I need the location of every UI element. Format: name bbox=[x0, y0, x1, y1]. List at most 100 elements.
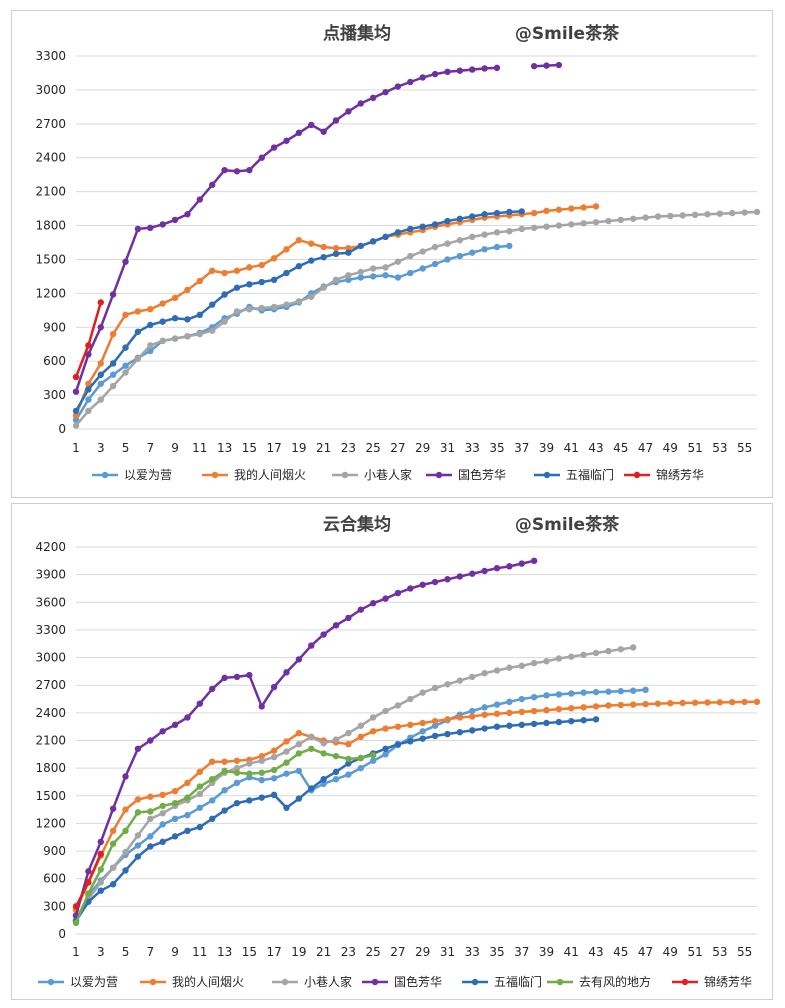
data-point bbox=[357, 606, 364, 613]
data-point bbox=[258, 757, 265, 764]
chart-title: 云合集均 bbox=[323, 514, 391, 535]
data-point bbox=[357, 268, 364, 276]
legend-label: 我的人间烟火 bbox=[234, 467, 306, 482]
x-tick-label: 51 bbox=[687, 441, 702, 455]
data-point bbox=[221, 787, 228, 794]
data-point bbox=[716, 210, 724, 217]
data-point bbox=[209, 685, 216, 693]
data-point bbox=[283, 137, 290, 144]
data-point bbox=[679, 699, 686, 707]
data-point bbox=[134, 809, 142, 816]
data-point bbox=[109, 371, 117, 378]
chart-title: 点播集均 bbox=[323, 23, 391, 44]
data-point bbox=[394, 702, 402, 709]
data-point bbox=[369, 600, 377, 607]
data-point bbox=[580, 704, 587, 711]
data-point bbox=[357, 274, 364, 281]
data-point bbox=[407, 269, 414, 277]
data-point bbox=[691, 699, 699, 706]
data-point bbox=[357, 100, 364, 107]
data-point bbox=[246, 797, 253, 804]
data-point bbox=[518, 208, 525, 215]
x-tick-label: 13 bbox=[217, 441, 232, 455]
data-point bbox=[345, 740, 352, 748]
data-point bbox=[493, 64, 501, 72]
data-point bbox=[369, 94, 377, 102]
data-point bbox=[617, 688, 624, 695]
data-point bbox=[369, 265, 377, 272]
data-point bbox=[419, 728, 426, 735]
data-point bbox=[407, 721, 414, 729]
data-point bbox=[543, 223, 550, 230]
data-point bbox=[345, 760, 352, 767]
y-tick-label: 3000 bbox=[35, 651, 66, 665]
data-point bbox=[382, 707, 389, 715]
data-point bbox=[419, 223, 426, 230]
data-point bbox=[122, 867, 129, 874]
y-tick-label: 300 bbox=[43, 899, 66, 913]
data-point bbox=[72, 416, 80, 424]
legend-label: 五福临门 bbox=[494, 974, 542, 989]
data-point bbox=[691, 211, 699, 219]
data-point bbox=[506, 664, 513, 671]
data-point bbox=[332, 776, 340, 783]
data-point bbox=[592, 218, 600, 226]
data-point bbox=[233, 769, 241, 776]
data-point bbox=[394, 740, 402, 748]
data-point bbox=[605, 217, 612, 225]
data-point bbox=[246, 671, 253, 679]
data-point bbox=[394, 589, 402, 597]
data-point bbox=[171, 833, 179, 840]
data-point bbox=[308, 785, 315, 792]
data-point bbox=[246, 264, 253, 271]
x-tick-label: 39 bbox=[539, 945, 554, 959]
legend-item: 小巷人家 bbox=[332, 467, 412, 482]
data-point bbox=[147, 815, 154, 823]
legend-item: 小巷人家 bbox=[272, 974, 352, 989]
x-tick-label: 51 bbox=[687, 945, 702, 959]
data-point bbox=[283, 759, 290, 766]
data-point bbox=[295, 298, 303, 305]
data-point bbox=[506, 709, 513, 717]
data-point bbox=[134, 745, 142, 752]
x-tick-label: 33 bbox=[465, 945, 480, 959]
data-point bbox=[72, 919, 80, 927]
data-point bbox=[233, 673, 241, 681]
data-point bbox=[270, 144, 278, 151]
data-point bbox=[592, 716, 600, 723]
data-point bbox=[184, 286, 191, 294]
data-point bbox=[493, 667, 501, 674]
x-tick-label: 25 bbox=[366, 945, 381, 959]
x-tick-label: 41 bbox=[564, 945, 579, 959]
data-point bbox=[419, 689, 426, 696]
data-point bbox=[481, 231, 488, 238]
watermark-text: @Smile茶茶 bbox=[515, 23, 620, 44]
data-point bbox=[221, 318, 228, 325]
x-tick-label: 53 bbox=[712, 945, 727, 959]
data-point bbox=[357, 722, 364, 729]
data-point bbox=[85, 386, 92, 393]
data-point bbox=[369, 752, 377, 759]
data-point bbox=[159, 728, 166, 735]
series-1 bbox=[72, 203, 600, 419]
x-tick-label: 31 bbox=[440, 945, 455, 959]
data-point bbox=[258, 776, 265, 784]
data-point bbox=[704, 699, 711, 706]
data-point bbox=[295, 740, 303, 748]
data-point bbox=[147, 833, 154, 840]
data-point bbox=[196, 790, 204, 798]
data-point bbox=[308, 257, 315, 264]
x-tick-label: 47 bbox=[638, 945, 653, 959]
x-tick-label: 3 bbox=[97, 441, 105, 455]
legend-label: 以爱为营 bbox=[70, 975, 118, 989]
x-tick-label: 21 bbox=[316, 945, 331, 959]
data-point bbox=[122, 848, 129, 856]
data-point bbox=[481, 725, 488, 732]
data-point bbox=[258, 154, 265, 161]
data-point bbox=[555, 705, 563, 713]
data-point bbox=[716, 699, 724, 706]
legend-item: 去有风的地方 bbox=[547, 974, 651, 989]
data-point bbox=[469, 213, 476, 220]
x-tick-label: 25 bbox=[366, 441, 381, 455]
chart-panel-vod: 0 300 600 900 1200 1500 1800 2100 2400 2700 3000 33… bbox=[11, 10, 773, 498]
